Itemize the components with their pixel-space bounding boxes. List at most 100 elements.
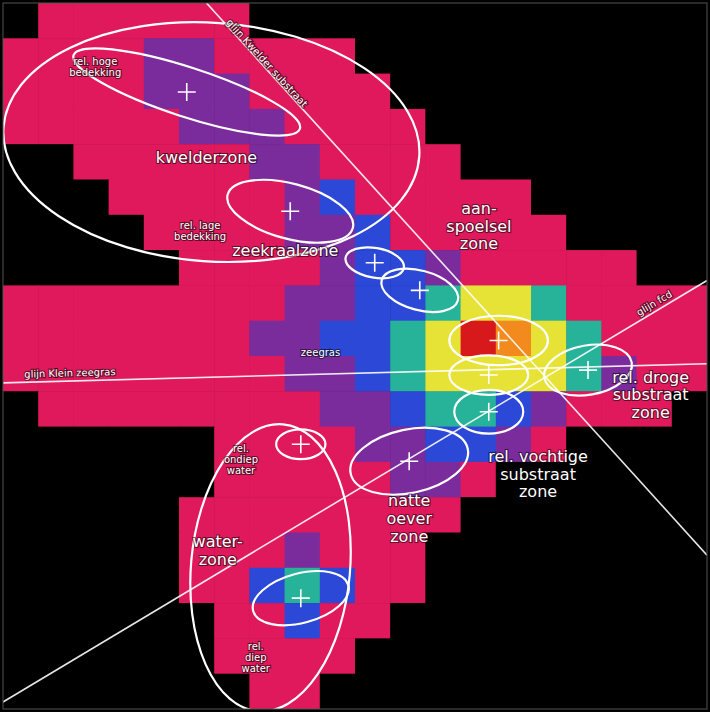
zone-label: water-zone (193, 532, 243, 569)
heat-cell (355, 427, 391, 463)
heat-cell (320, 674, 356, 709)
heat-cell (672, 497, 707, 533)
heat-cell (566, 109, 602, 145)
heat-cell (355, 285, 391, 321)
heat-cell (566, 533, 602, 569)
region (247, 562, 355, 635)
region-center (292, 435, 310, 453)
heat-cell (390, 391, 426, 427)
heat-cell (461, 321, 497, 357)
heat-cell (38, 250, 74, 286)
heat-cell (38, 462, 74, 498)
heat-cell (531, 533, 567, 569)
heat-cell (355, 250, 391, 286)
heat-cell (496, 144, 532, 180)
heat-cell (3, 144, 39, 180)
region (179, 417, 363, 709)
heat-cell (355, 674, 391, 709)
heat-cell (179, 603, 215, 639)
plot-area (3, 3, 707, 709)
region-center (579, 361, 597, 379)
heat-cell (73, 180, 109, 216)
heat-cell (531, 109, 567, 145)
heat-cell (461, 533, 497, 569)
sub-label: zeegras (301, 347, 340, 358)
heat-cell (355, 391, 391, 427)
heat-cell (461, 674, 497, 709)
heat-cell (461, 144, 497, 180)
heat-cell (355, 38, 391, 74)
heat-cell (355, 180, 391, 216)
region-ellipse (377, 261, 463, 320)
heat-cell (637, 603, 673, 639)
heat-cell (3, 568, 39, 604)
heat-cell (425, 603, 461, 639)
heat-cell (109, 285, 145, 321)
heat-cell (390, 38, 426, 74)
heat-cell (355, 603, 391, 639)
heat-cell (109, 144, 145, 180)
heat-cell (73, 215, 109, 251)
heat-cell (144, 462, 180, 498)
heat-cell (109, 3, 145, 39)
guide-line (206, 3, 707, 555)
heat-cell (179, 462, 215, 498)
heat-cell (425, 533, 461, 569)
heat-cell (38, 638, 74, 674)
heat-cell (566, 215, 602, 251)
zone-label: aan-spoelselzone (446, 199, 511, 253)
heat-cell (73, 391, 109, 427)
heat-cell (249, 321, 285, 357)
heat-cell (179, 3, 215, 39)
heat-cell (531, 638, 567, 674)
region (343, 243, 406, 282)
heat-cell (461, 74, 497, 110)
heat-cell (425, 427, 461, 463)
region (377, 261, 463, 320)
heat-cell (285, 533, 321, 569)
heat-cell (38, 285, 74, 321)
heat-cell (249, 109, 285, 145)
heat-cell (425, 391, 461, 427)
heat-cell (390, 3, 426, 39)
heat-cell (672, 427, 707, 463)
heat-cell (144, 533, 180, 569)
heat-cell (461, 356, 497, 392)
region-center (490, 331, 508, 349)
heat-cell (566, 38, 602, 74)
heat-cell (355, 74, 391, 110)
heat-cell (461, 497, 497, 533)
heat-cell (73, 74, 109, 110)
heat-cell (425, 462, 461, 498)
heat-cell (425, 638, 461, 674)
heat-cell (144, 638, 180, 674)
heat-cell (672, 638, 707, 674)
heat-cell (566, 285, 602, 321)
heat-cell (496, 497, 532, 533)
heat-cell (214, 391, 250, 427)
heat-cell (672, 180, 707, 216)
heat-cell (3, 391, 39, 427)
heat-cell (461, 568, 497, 604)
heat-cell (38, 391, 74, 427)
heat-cell (3, 3, 39, 39)
heat-cell (637, 427, 673, 463)
heat-cell (355, 144, 391, 180)
heat-cell (637, 109, 673, 145)
heat-cell (73, 462, 109, 498)
region (449, 316, 548, 365)
heat-cell (249, 180, 285, 216)
heat-cell (672, 321, 707, 357)
heat-cell (109, 568, 145, 604)
heat-cell (109, 109, 145, 145)
heat-cell (285, 462, 321, 498)
heat-cell (109, 674, 145, 709)
heat-cell (38, 674, 74, 709)
region (3, 9, 428, 276)
heat-cell (390, 356, 426, 392)
heat-cell (496, 321, 532, 357)
heat-cell (249, 674, 285, 709)
heat-cell (249, 497, 285, 533)
heat-cell (73, 109, 109, 145)
heat-cell (38, 497, 74, 533)
